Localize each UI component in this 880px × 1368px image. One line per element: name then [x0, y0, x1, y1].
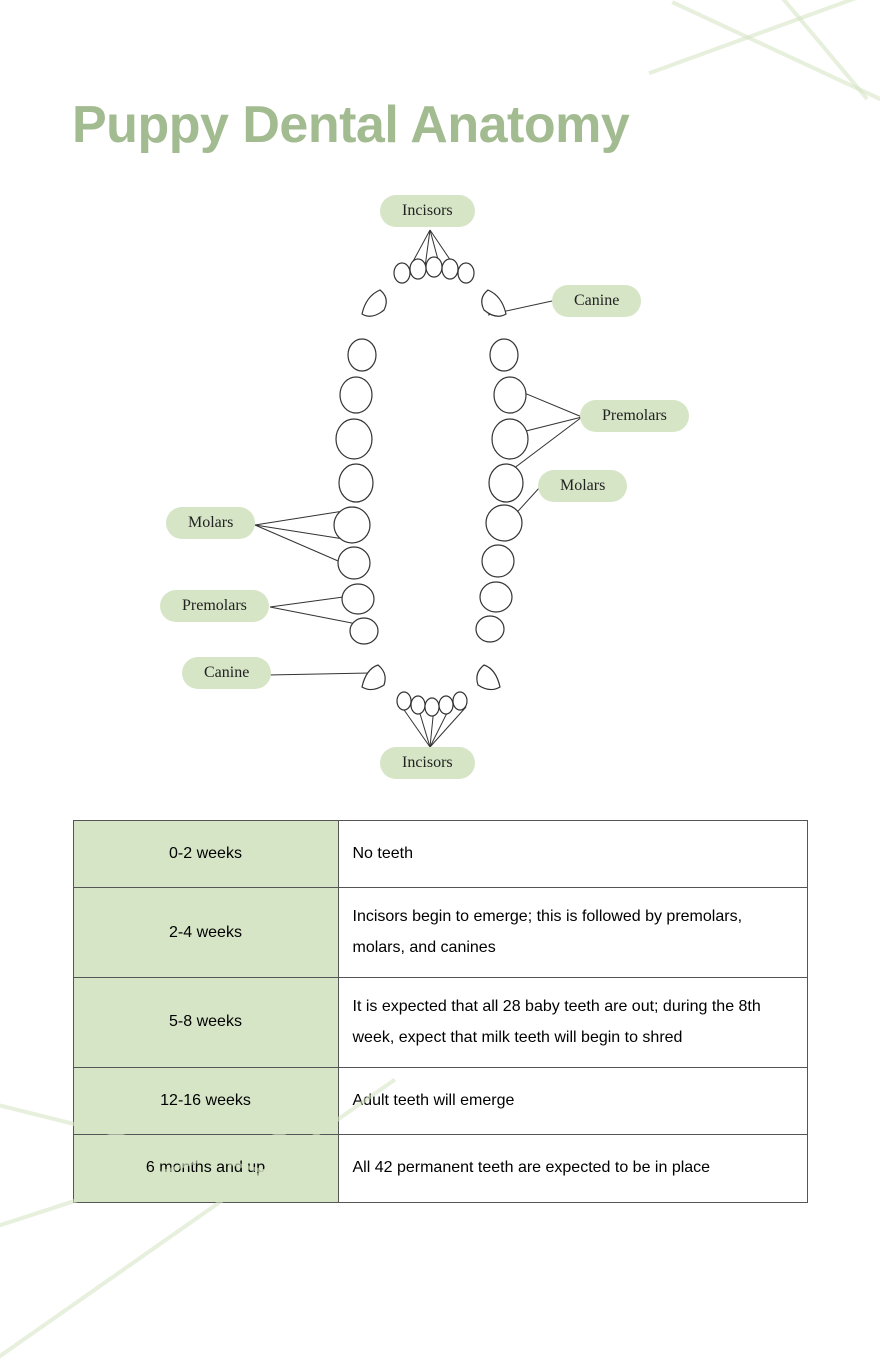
label-canine-left: Canine	[182, 657, 271, 689]
label-premolars-right: Premolars	[580, 400, 689, 432]
dental-diagram: Incisors Canine Premolars Molars Molars Premo…	[90, 195, 790, 785]
table-row: 6 months and upAll 42 permanent teeth ar…	[73, 1135, 807, 1202]
desc-cell: All 42 permanent teeth are expected to b…	[338, 1135, 807, 1202]
teeth-outline-svg	[90, 195, 790, 785]
timeline-table: 0-2 weeksNo teeth2-4 weeksIncisors begin…	[73, 820, 808, 1203]
label-molars-right: Molars	[538, 470, 627, 502]
table-row: 5-8 weeksIt is expected that all 28 baby…	[73, 978, 807, 1068]
desc-cell: Adult teeth will emerge	[338, 1067, 807, 1134]
period-cell: 0-2 weeks	[73, 821, 338, 888]
label-premolars-left: Premolars	[160, 590, 269, 622]
table-row: 2-4 weeksIncisors begin to emerge; this …	[73, 888, 807, 978]
label-incisors-top: Incisors	[380, 195, 475, 227]
table-row: 12-16 weeksAdult teeth will emerge	[73, 1067, 807, 1134]
label-canine-right: Canine	[552, 285, 641, 317]
desc-cell: Incisors begin to emerge; this is follow…	[338, 888, 807, 978]
label-incisors-bot: Incisors	[380, 747, 475, 779]
desc-cell: No teeth	[338, 821, 807, 888]
page-title: Puppy Dental Anatomy	[0, 0, 880, 155]
table-row: 0-2 weeksNo teeth	[73, 821, 807, 888]
period-cell: 2-4 weeks	[73, 888, 338, 978]
period-cell: 12-16 weeks	[73, 1067, 338, 1134]
desc-cell: It is expected that all 28 baby teeth ar…	[338, 978, 807, 1068]
label-molars-left: Molars	[166, 507, 255, 539]
period-cell: 5-8 weeks	[73, 978, 338, 1068]
